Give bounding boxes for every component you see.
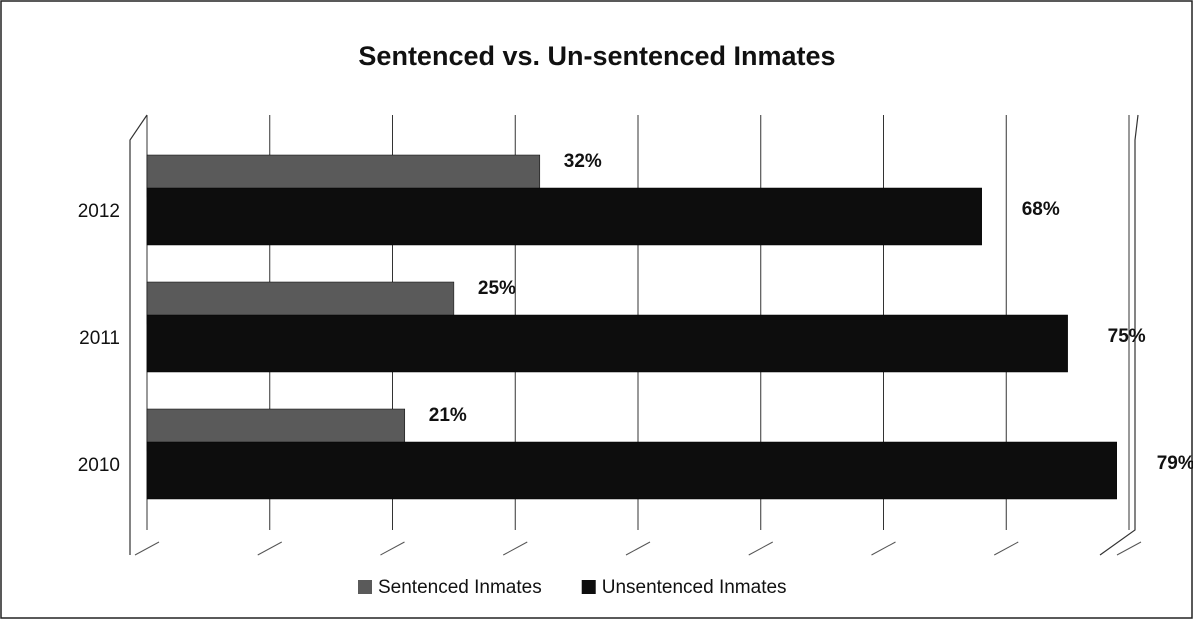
y-tick-label: 2011 (79, 328, 120, 349)
legend-swatch (358, 580, 372, 594)
data-label: 21% (429, 405, 467, 426)
y-tick-label: 2012 (78, 201, 120, 222)
tick-mark (134, 541, 160, 556)
y-tick-label: 2010 (78, 455, 120, 476)
bar (146, 314, 1068, 373)
tick-mark (871, 541, 896, 556)
tick-mark (380, 541, 405, 556)
data-label: 68% (1022, 199, 1060, 220)
tick-mark (625, 541, 651, 556)
data-label: 79% (1157, 453, 1193, 474)
tick-mark (1116, 541, 1142, 556)
tick-mark (257, 541, 282, 556)
legend-label: Unsentenced Inmates (602, 577, 787, 598)
bar (146, 187, 982, 246)
data-label: 25% (478, 278, 516, 299)
tick-mark (503, 541, 528, 556)
side-wall-edge (1099, 114, 1139, 556)
back-wall-edge (129, 114, 148, 555)
tick-mark (748, 541, 773, 556)
legend-swatch (581, 580, 596, 594)
legend-label: Sentenced Inmates (378, 577, 542, 598)
tick-mark (994, 541, 1019, 556)
bar (146, 441, 1117, 500)
chart-title: Sentenced vs. Un-sentenced Inmates (358, 41, 835, 71)
data-label: 75% (1108, 326, 1146, 347)
data-label: 32% (564, 151, 602, 172)
